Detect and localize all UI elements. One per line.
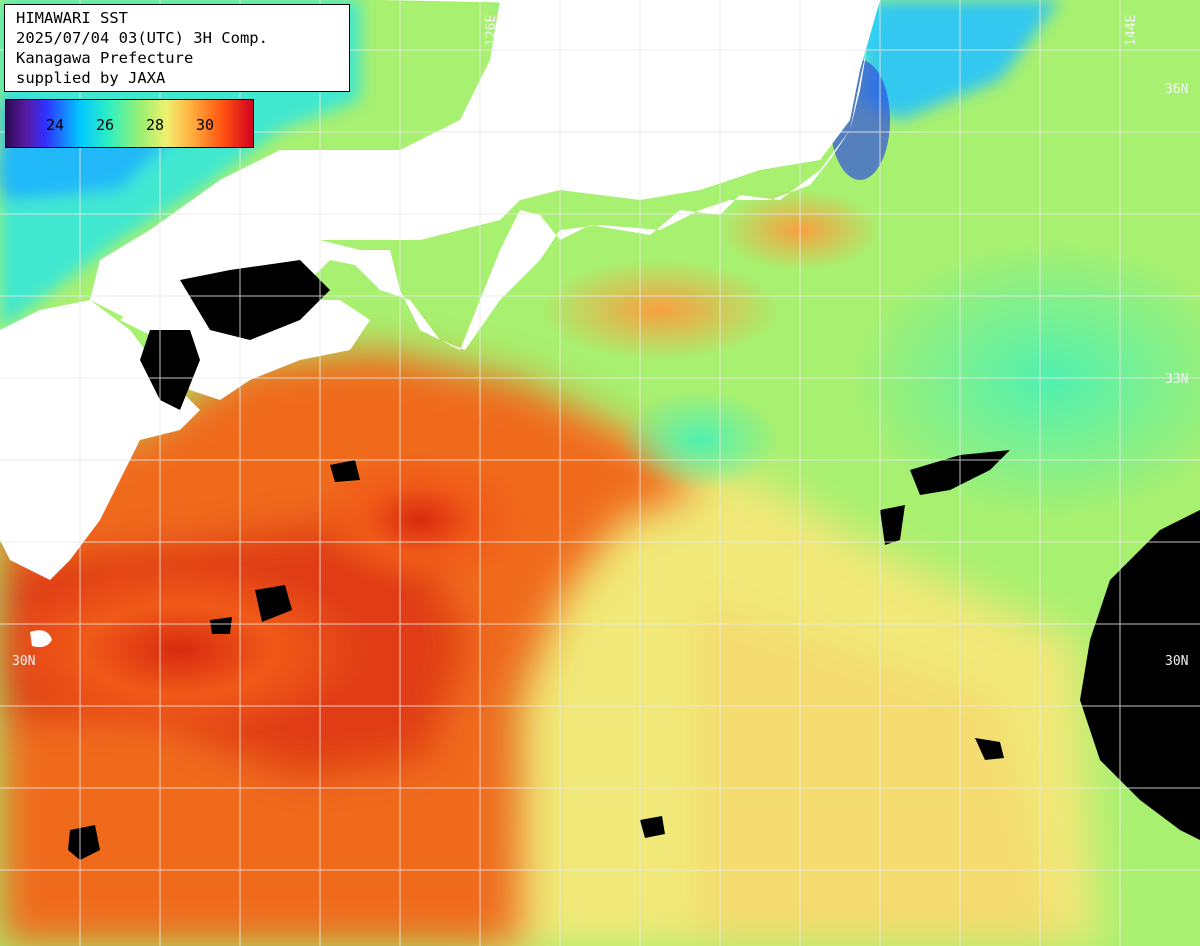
legend-tick-30: 30 xyxy=(196,116,215,134)
legend-tick-26: 26 xyxy=(96,116,115,134)
color-legend: 24 26 28 30 xyxy=(5,99,254,148)
org-line: Kanagawa Prefecture xyxy=(16,49,194,67)
no-data xyxy=(68,260,1200,860)
legend-tick-24: 24 xyxy=(46,116,65,134)
credit-line: supplied by JAXA xyxy=(16,69,166,87)
lon-label-126e: 126E xyxy=(484,14,499,46)
title-box: HIMAWARI SST 2025/07/04 03(UTC) 3H Comp.… xyxy=(4,4,350,92)
lat-label-30n-right: 30N xyxy=(1165,654,1189,669)
lon-label-144e: 144E xyxy=(1124,14,1139,46)
lat-label-30n-left: 30N xyxy=(12,654,36,669)
timestamp-line: 2025/07/04 03(UTC) 3H Comp. xyxy=(16,29,268,47)
legend-gradient xyxy=(6,100,253,147)
title-line: HIMAWARI SST xyxy=(16,9,128,27)
lat-label-33n: 33N xyxy=(1165,372,1189,387)
legend-tick-28: 28 xyxy=(146,116,165,134)
lat-label-36n: 36N xyxy=(1165,82,1189,97)
